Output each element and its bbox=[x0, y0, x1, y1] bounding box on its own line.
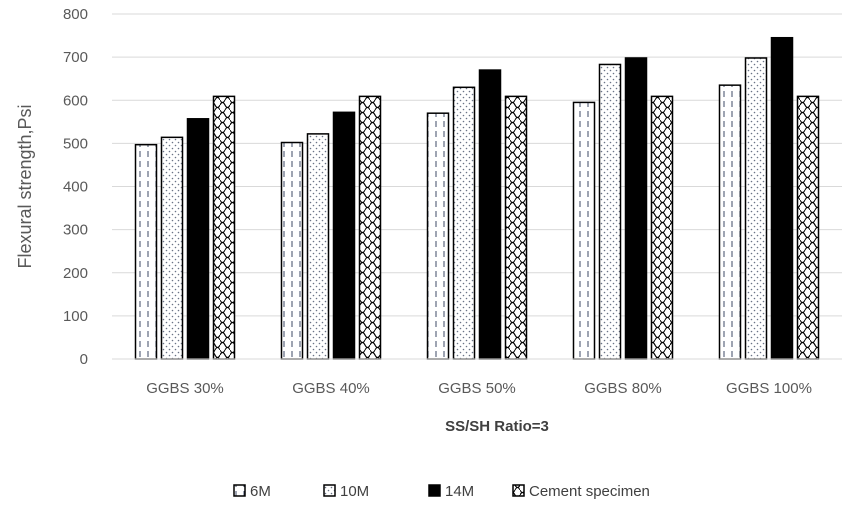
bar-14m-5 bbox=[770, 36, 794, 360]
y-tick-label: 300 bbox=[63, 222, 88, 239]
legend-label: Cement specimen bbox=[529, 483, 650, 500]
bar-6m-3 bbox=[426, 112, 450, 360]
bar-14m-4 bbox=[624, 57, 648, 360]
legend: 6M 10M 14M Cement specimen bbox=[233, 483, 650, 500]
bar-cement-specimen-1 bbox=[212, 95, 236, 360]
legend-swatch-cement-specimen bbox=[512, 484, 525, 497]
y-tick-label: 600 bbox=[63, 92, 88, 109]
bar-series bbox=[134, 36, 820, 360]
bar-14m-1 bbox=[186, 118, 210, 360]
legend-label: 6M bbox=[250, 483, 271, 500]
x-tick-label: GGBS 50% bbox=[438, 380, 516, 397]
y-tick-label: 400 bbox=[63, 179, 88, 196]
bar-10m-5 bbox=[744, 57, 768, 360]
x-axis-ticks: GGBS 30% GGBS 40% GGBS 50% GGBS 80% GGBS 100… bbox=[146, 380, 812, 397]
legend-label: 14M bbox=[445, 483, 474, 500]
y-tick-label: 700 bbox=[63, 49, 88, 66]
y-tick-label: 200 bbox=[63, 265, 88, 282]
y-axis-ticks: 0 100 200 300 400 500 600 700 800 bbox=[63, 6, 88, 368]
x-tick-label: GGBS 40% bbox=[292, 380, 370, 397]
y-tick-label: 500 bbox=[63, 135, 88, 152]
y-tick-label: 0 bbox=[80, 351, 88, 368]
legend-swatch-10m bbox=[323, 484, 336, 497]
legend-label: 10M bbox=[340, 483, 369, 500]
y-axis-title: Flexural strength,Psi bbox=[15, 104, 35, 268]
bar-cement-specimen-5 bbox=[796, 95, 820, 360]
bar-6m-1 bbox=[134, 143, 158, 360]
bar-6m-5 bbox=[718, 84, 742, 360]
bar-10m-3 bbox=[452, 86, 476, 360]
bar-10m-2 bbox=[306, 133, 330, 360]
bar-cement-specimen-2 bbox=[358, 95, 382, 360]
y-tick-label: 100 bbox=[63, 308, 88, 325]
bar-6m-2 bbox=[280, 141, 304, 360]
x-axis-title: SS/SH Ratio=3 bbox=[445, 418, 549, 435]
legend-swatch-6m bbox=[233, 484, 246, 497]
bar-10m-4 bbox=[598, 63, 622, 360]
y-tick-label: 800 bbox=[63, 6, 88, 23]
x-tick-label: GGBS 30% bbox=[146, 380, 224, 397]
bar-cement-specimen-4 bbox=[650, 95, 674, 360]
bar-cement-specimen-3 bbox=[504, 95, 528, 360]
bar-10m-1 bbox=[160, 136, 184, 360]
bar-14m-2 bbox=[332, 111, 356, 360]
legend-swatch-14m bbox=[428, 484, 441, 497]
bar-14m-3 bbox=[478, 69, 502, 360]
x-tick-label: GGBS 80% bbox=[584, 380, 662, 397]
x-tick-label: GGBS 100% bbox=[726, 380, 812, 397]
bar-6m-4 bbox=[572, 101, 596, 360]
